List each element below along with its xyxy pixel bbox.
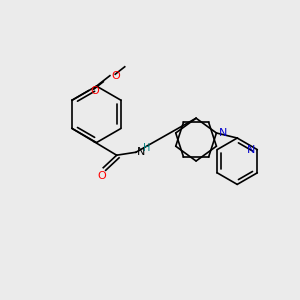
Text: O: O (98, 171, 106, 181)
Text: O: O (111, 71, 120, 81)
Text: N: N (137, 147, 146, 157)
Text: N: N (219, 128, 227, 138)
Text: H: H (143, 143, 151, 153)
Text: N: N (247, 145, 255, 154)
Text: O: O (90, 86, 99, 96)
